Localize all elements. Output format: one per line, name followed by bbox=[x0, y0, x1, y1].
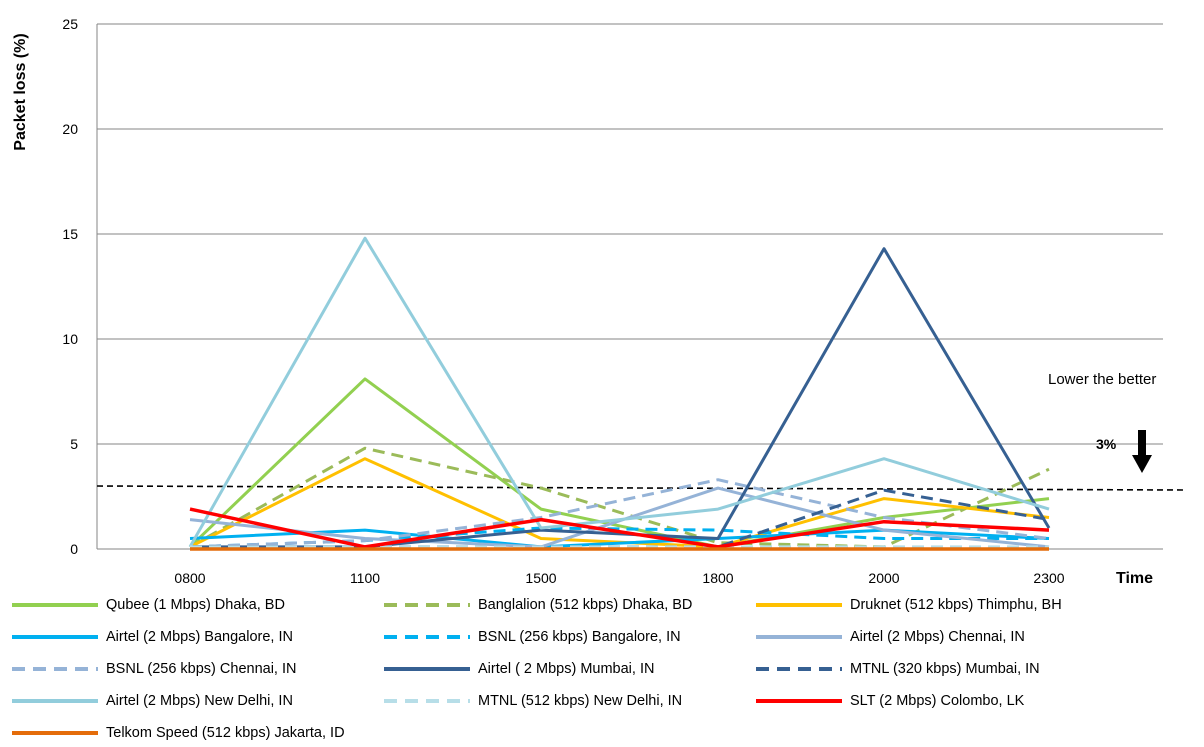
legend-label: BSNL (256 kbps) Bangalore, IN bbox=[478, 629, 681, 645]
legend-swatch bbox=[756, 699, 842, 703]
x-axis-ticks: 0800 1100 1500 1800 2000 2300 bbox=[174, 570, 1064, 586]
legend-swatch bbox=[384, 635, 470, 639]
legend-label: SLT (2 Mbps) Colombo, LK bbox=[850, 693, 1025, 709]
y-axis-ticks: 0 5 10 15 20 25 bbox=[62, 16, 78, 557]
legend-swatch bbox=[756, 635, 842, 639]
legend-item: BSNL (256 kbps) Chennai, IN bbox=[10, 658, 296, 680]
y-axis-title: Packet loss (%) bbox=[12, 33, 29, 150]
legend-label: Airtel (2 Mbps) New Delhi, IN bbox=[106, 693, 293, 709]
x-tick-label: 0800 bbox=[174, 570, 205, 586]
legend-swatch bbox=[12, 603, 98, 607]
legend-item: Airtel ( 2 Mbps) Mumbai, IN bbox=[382, 658, 654, 680]
threshold-group bbox=[96, 485, 1184, 491]
gridlines bbox=[96, 23, 1163, 550]
legend-label: Qubee (1 Mbps) Dhaka, BD bbox=[106, 597, 285, 613]
legend-item: MTNL (320 kbps) Mumbai, IN bbox=[754, 658, 1040, 680]
series-lines bbox=[188, 236, 1051, 551]
x-tick-label: 1800 bbox=[702, 570, 733, 586]
x-tick-label: 1100 bbox=[350, 570, 380, 586]
series-line-11 bbox=[189, 507, 1050, 549]
legend-swatch bbox=[384, 667, 470, 671]
legend-swatch bbox=[12, 667, 98, 671]
legend-item: MTNL (512 kbps) New Delhi, IN bbox=[382, 690, 682, 712]
legend-item: Banglalion (512 kbps) Dhaka, BD bbox=[382, 594, 692, 616]
x-tick-label: 2000 bbox=[868, 570, 899, 586]
legend-swatch bbox=[12, 635, 98, 639]
y-tick-label: 10 bbox=[62, 331, 78, 347]
y-tick-label: 25 bbox=[62, 16, 78, 32]
legend-item: Airtel (2 Mbps) New Delhi, IN bbox=[10, 690, 293, 712]
legend-label: MTNL (320 kbps) Mumbai, IN bbox=[850, 661, 1040, 677]
legend-item: BSNL (256 kbps) Bangalore, IN bbox=[382, 626, 681, 648]
legend-label: MTNL (512 kbps) New Delhi, IN bbox=[478, 693, 683, 709]
legend-item: Druknet (512 kbps) Thimphu, BH bbox=[754, 594, 1062, 616]
legend-label: Druknet (512 kbps) Thimphu, BH bbox=[850, 597, 1062, 613]
y-tick-label: 0 bbox=[70, 541, 78, 557]
legend-item: Qubee (1 Mbps) Dhaka, BD bbox=[10, 594, 285, 616]
legend-item: Airtel (2 Mbps) Chennai, IN bbox=[754, 626, 1025, 648]
y-tick-label: 20 bbox=[62, 121, 78, 137]
legend-label: BSNL (256 kbps) Chennai, IN bbox=[106, 661, 297, 677]
legend-item: Telkom Speed (512 kbps) Jakarta, ID bbox=[10, 722, 345, 744]
annotation-text: Lower the better bbox=[1048, 371, 1156, 388]
series-line-9 bbox=[188, 236, 1050, 548]
line-chart: 0 5 10 15 20 25 0800 1100 1500 1800 2000 2300 Pack… bbox=[12, 16, 1184, 587]
legend-label: Airtel (2 Mbps) Bangalore, IN bbox=[106, 629, 293, 645]
legend-swatch bbox=[12, 731, 98, 735]
legend-label: Airtel ( 2 Mbps) Mumbai, IN bbox=[478, 661, 655, 677]
threshold-line bbox=[96, 485, 1184, 491]
legend-label: Banglalion (512 kbps) Dhaka, BD bbox=[478, 597, 693, 613]
x-axis-title: Time bbox=[1116, 570, 1153, 587]
legend-label: Telkom Speed (512 kbps) Jakarta, ID bbox=[106, 725, 345, 741]
legend-swatch bbox=[12, 699, 98, 703]
legend-label: Airtel (2 Mbps) Chennai, IN bbox=[850, 629, 1025, 645]
x-tick-label: 1500 bbox=[525, 570, 556, 586]
legend-item: Airtel (2 Mbps) Bangalore, IN bbox=[10, 626, 293, 648]
series-line-4 bbox=[189, 526, 1049, 549]
legend-swatch bbox=[384, 603, 470, 607]
y-tick-label: 15 bbox=[62, 226, 78, 242]
down-arrow-icon bbox=[1132, 430, 1152, 473]
series-line-6 bbox=[189, 478, 1050, 549]
x-tick-label: 2300 bbox=[1033, 570, 1064, 586]
legend-swatch bbox=[384, 699, 470, 703]
threshold-label: 3% bbox=[1096, 436, 1117, 452]
legend-item: SLT (2 Mbps) Colombo, LK bbox=[754, 690, 1024, 712]
legend: Qubee (1 Mbps) Dhaka, BD Banglalion (512 … bbox=[0, 592, 1204, 747]
legend-swatch bbox=[756, 667, 842, 671]
legend-swatch bbox=[756, 603, 842, 607]
y-tick-label: 5 bbox=[70, 436, 78, 452]
